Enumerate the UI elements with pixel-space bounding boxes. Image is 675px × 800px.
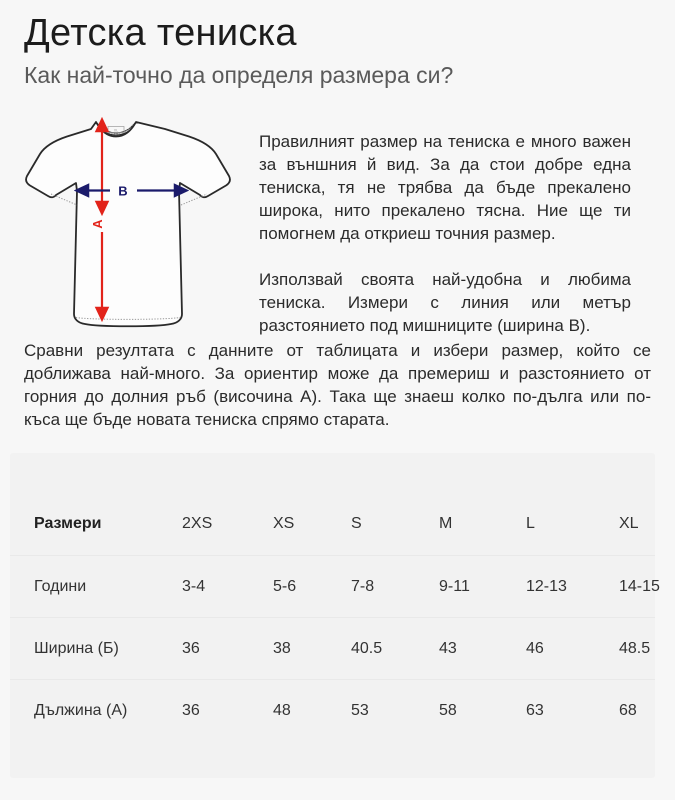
svg-text:A: A <box>90 219 105 229</box>
svg-text:XL: XL <box>114 128 118 132</box>
svg-text:B: B <box>118 184 127 199</box>
